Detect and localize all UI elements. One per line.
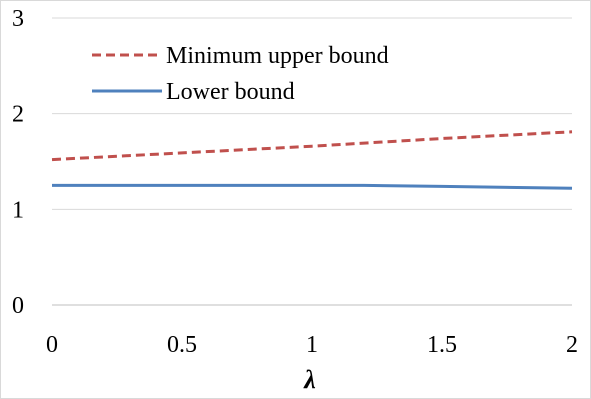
x-tick-label: 1 — [306, 332, 318, 358]
y-tick-label: 0 — [12, 293, 24, 319]
legend-label-upper-bound: Minimum upper bound — [166, 43, 389, 69]
series-line-lower-bound — [52, 183, 573, 190]
y-tick-label: 2 — [12, 102, 24, 128]
x-tick-label: 0.5 — [167, 332, 197, 358]
x-tick-label: 1.5 — [427, 332, 457, 358]
x-axis-ticks: 0 0.5 1 1.5 2 — [46, 332, 578, 358]
legend-label-lower-bound: Lower bound — [166, 79, 295, 105]
legend: Minimum upper bound Lower bound — [92, 43, 389, 105]
gridlines — [52, 17, 572, 210]
x-tick-label: 2 — [566, 332, 578, 358]
y-tick-label: 1 — [12, 197, 24, 223]
y-tick-label: 3 — [12, 6, 24, 32]
x-axis-label: λ — [303, 365, 316, 394]
x-tick-label: 0 — [46, 332, 58, 358]
series-line-minimum-upper-bound — [51, 130, 573, 162]
series-layer — [51, 130, 573, 190]
y-axis-ticks: 0 1 2 3 — [12, 6, 24, 319]
